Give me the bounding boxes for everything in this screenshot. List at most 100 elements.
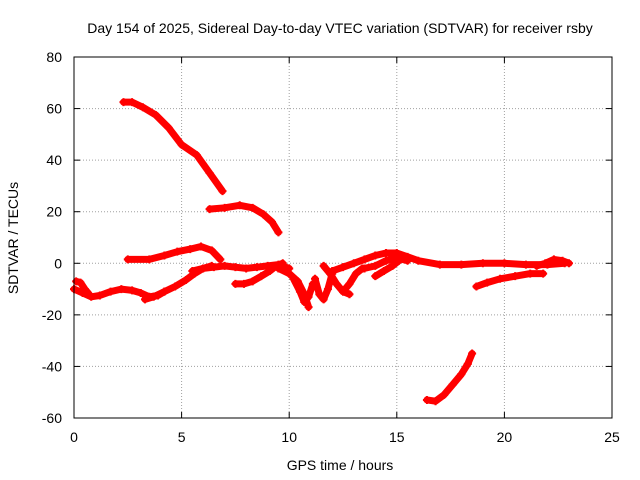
data-point: [205, 169, 214, 178]
data-point: [220, 203, 229, 212]
data-point: [539, 269, 548, 278]
data-point: [371, 261, 380, 270]
data-point: [117, 285, 126, 294]
y-tick-label: 60: [46, 101, 62, 117]
data-point: [289, 274, 298, 283]
data-point: [311, 274, 320, 283]
data-point: [360, 255, 369, 264]
data-point: [323, 285, 332, 294]
data-point: [274, 228, 283, 237]
data-point: [315, 290, 324, 299]
y-tick-label: 0: [54, 255, 62, 271]
data-point: [278, 259, 287, 268]
data-point: [95, 291, 104, 300]
data-point: [242, 264, 251, 273]
data-point: [403, 256, 412, 265]
data-point: [207, 246, 216, 255]
data-point: [173, 247, 182, 256]
x-tick-label: 20: [497, 429, 513, 445]
data-point: [304, 303, 313, 312]
data-point: [231, 279, 240, 288]
data-point: [500, 259, 509, 268]
data-point: [319, 261, 328, 270]
data-point: [231, 263, 240, 272]
data-point: [151, 111, 160, 120]
chart-title: Day 154 of 2025, Sidereal Day-to-day VTE…: [87, 20, 593, 36]
data-point: [136, 288, 145, 297]
data-point: [252, 263, 261, 272]
data-point: [349, 259, 358, 268]
data-point: [186, 245, 195, 254]
y-tick-label: -60: [42, 410, 62, 426]
data-point: [220, 261, 229, 270]
data-point: [414, 256, 423, 265]
y-axis-label: SDTVAR / TECUs: [5, 182, 21, 294]
data-point: [295, 287, 304, 296]
data-point: [431, 397, 440, 406]
y-tick-label: -20: [42, 307, 62, 323]
data-point: [422, 395, 431, 404]
data-point: [160, 251, 169, 260]
data-point: [319, 295, 328, 304]
data-point: [549, 255, 558, 264]
data-point: [457, 370, 466, 379]
data-point: [457, 260, 466, 269]
data-point: [205, 205, 214, 214]
data-point: [332, 279, 341, 288]
x-tick-label: 10: [281, 429, 297, 445]
data-point: [339, 287, 347, 296]
x-tick-label: 5: [178, 429, 186, 445]
data-point: [128, 286, 137, 295]
data-point: [171, 282, 180, 291]
data-point: [379, 267, 388, 276]
data-point: [199, 264, 208, 273]
data-point: [128, 98, 137, 107]
data-point: [177, 140, 186, 149]
y-tick-label: 40: [46, 152, 62, 168]
data-point: [164, 123, 173, 132]
x-tick-label: 0: [70, 429, 78, 445]
grid-lines: [74, 57, 612, 418]
data-point: [345, 279, 354, 288]
data-point: [440, 390, 449, 399]
data-point: [209, 263, 218, 272]
data-point: [106, 287, 115, 296]
data-point: [196, 242, 205, 251]
series-arc-rise-13: [339, 264, 366, 296]
data-point: [435, 260, 444, 269]
data-point: [274, 264, 283, 273]
plot-frame: [73, 56, 613, 419]
data-point: [285, 269, 294, 278]
data-point: [119, 98, 128, 107]
data-point: [463, 359, 472, 368]
x-tick-label: 15: [389, 429, 405, 445]
data-point: [300, 297, 309, 306]
data-point: [240, 279, 249, 288]
x-axis-label: GPS time / hours: [287, 457, 394, 473]
data-point: [304, 292, 313, 301]
data-point: [371, 272, 380, 281]
data-point: [138, 103, 147, 112]
data-point: [235, 201, 244, 210]
data-point: [259, 210, 268, 219]
data-point: [532, 261, 541, 270]
data-point: [541, 259, 550, 268]
data-point: [382, 256, 391, 265]
data-point: [472, 282, 481, 291]
series-arc-main-right: [328, 249, 569, 275]
data-point: [388, 261, 397, 270]
data-point: [216, 255, 225, 264]
data-point: [526, 269, 535, 278]
data-point: [145, 255, 154, 264]
data-point: [80, 285, 89, 294]
data-point: [382, 248, 391, 257]
data-point: [76, 278, 85, 287]
data-point: [248, 203, 257, 212]
data-point: [521, 260, 530, 269]
data-series: [70, 98, 573, 406]
data-point: [218, 187, 227, 196]
series-arc-rise-14: [371, 257, 403, 280]
data-point: [328, 267, 337, 276]
